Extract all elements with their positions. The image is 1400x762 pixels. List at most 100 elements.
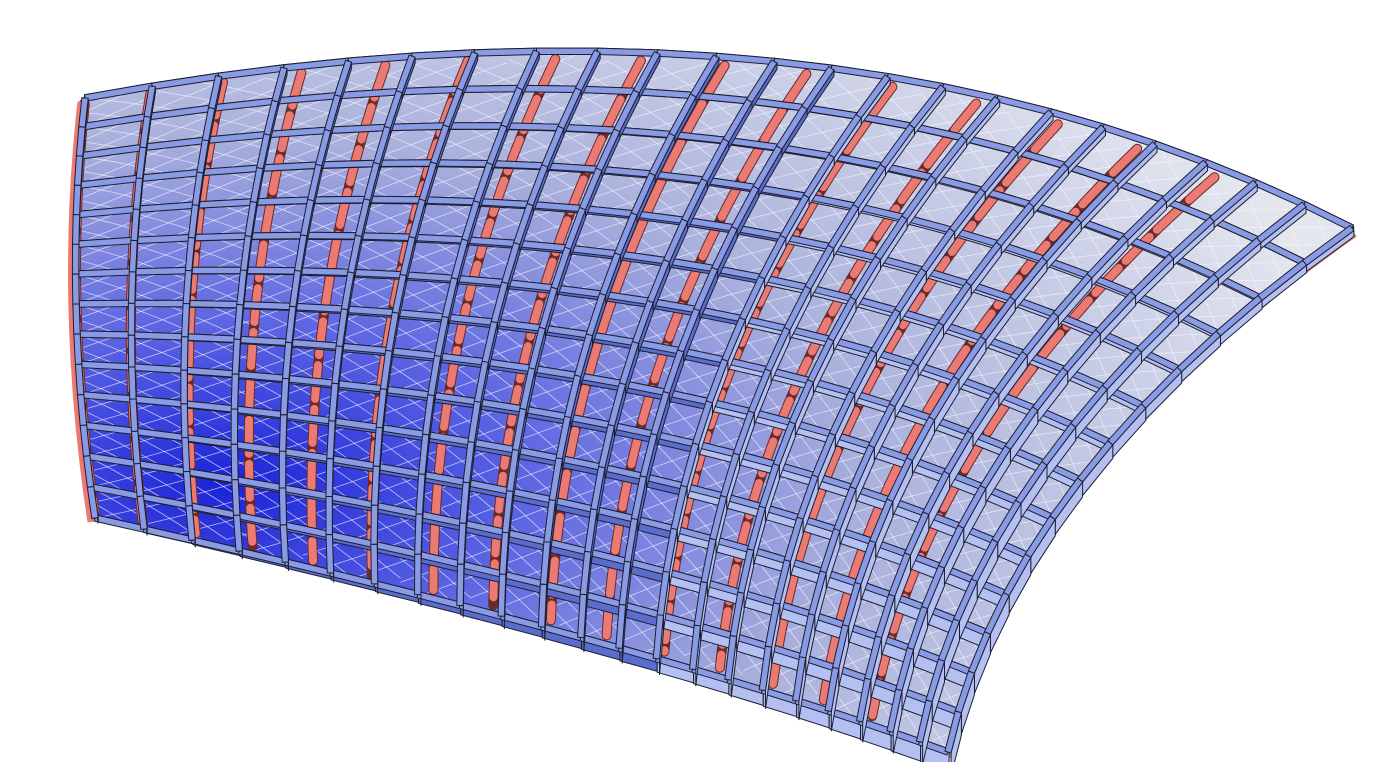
- member-top-face: [537, 583, 548, 628]
- lattice-member: [970, 538, 999, 600]
- lattice-member: [688, 624, 702, 687]
- member-top-face: [127, 334, 136, 368]
- member-top-face: [131, 266, 190, 276]
- lattice-member: [184, 333, 238, 344]
- member-top-face: [130, 331, 186, 341]
- member-top-face: [297, 267, 352, 277]
- lattice-member: [376, 159, 435, 168]
- lattice-member: [544, 162, 600, 175]
- lattice-member: [1168, 216, 1215, 268]
- lattice-member: [952, 335, 987, 393]
- lattice-member: [1255, 201, 1307, 250]
- member-top-face: [279, 377, 290, 416]
- lattice-member: [726, 676, 764, 707]
- member-top-face: [1302, 200, 1355, 232]
- glazing-mullion: [1206, 176, 1261, 299]
- glazing-mullion: [86, 455, 228, 540]
- member-top-face: [326, 420, 336, 460]
- lattice-member: [497, 573, 507, 630]
- lattice-member: [1112, 140, 1158, 192]
- member-top-face: [325, 496, 333, 536]
- member-top-face: [303, 231, 359, 240]
- member-top-face: [185, 299, 241, 309]
- glazing-mullion: [76, 70, 802, 320]
- member-top-face: [944, 710, 963, 754]
- lattice-member: [366, 195, 423, 205]
- member-top-face: [190, 232, 249, 242]
- lattice-member: [325, 533, 335, 583]
- glazing-mullion: [77, 65, 372, 186]
- lattice-member: [652, 614, 665, 675]
- lattice-member: [539, 541, 551, 598]
- member-top-face: [824, 666, 840, 713]
- lattice-member: [775, 105, 808, 158]
- lattice-member: [74, 363, 85, 401]
- member-top-face: [72, 303, 81, 335]
- lattice-member: [415, 473, 426, 525]
- lattice-member: [76, 330, 132, 339]
- lattice-member: [772, 420, 796, 480]
- lattice-member: [599, 252, 622, 305]
- lattice-member: [456, 522, 467, 577]
- member-top-face: [71, 214, 81, 245]
- lattice-member: [855, 74, 891, 126]
- glazing-mullion: [83, 95, 122, 113]
- member-top-face: [370, 543, 379, 585]
- member-top-face: [445, 122, 505, 130]
- lattice-member: [607, 382, 627, 438]
- lattice-member: [328, 382, 339, 430]
- lattice-member: [239, 300, 294, 312]
- member-top-face: [577, 593, 588, 639]
- lattice-member: [1009, 256, 1048, 312]
- member-top-face: [503, 122, 562, 132]
- member-top-face: [180, 403, 189, 439]
- lattice-member: [414, 553, 422, 606]
- lattice-member: [131, 266, 190, 276]
- lattice-member: [1021, 311, 1060, 368]
- lattice-member: [729, 591, 745, 654]
- member-top-face: [366, 195, 423, 204]
- lattice-member: [874, 215, 908, 271]
- lattice-member: [1069, 384, 1108, 441]
- glazing-mullion: [75, 303, 582, 638]
- member-top-face: [279, 524, 290, 563]
- member-top-face: [278, 414, 288, 452]
- member-top-face: [376, 159, 435, 168]
- lattice-member: [185, 504, 196, 548]
- member-top-face: [278, 450, 287, 489]
- lattice-member: [738, 275, 766, 331]
- member-top-face: [915, 699, 933, 744]
- member-top-face: [596, 47, 658, 57]
- member-top-face: [129, 398, 139, 433]
- lattice-member: [886, 688, 903, 754]
- member-top-face: [318, 159, 378, 169]
- member-top-face: [724, 635, 738, 681]
- lattice-member: [247, 231, 305, 241]
- lattice-member: [474, 47, 538, 57]
- lattice-member: [668, 93, 697, 143]
- member-top-face: [75, 299, 133, 308]
- member-top-face: [414, 513, 423, 555]
- lattice-member: [506, 448, 520, 503]
- lattice-member: [456, 563, 465, 618]
- lattice-member: [303, 231, 359, 241]
- member-top-face: [232, 514, 243, 552]
- member-top-face: [519, 84, 579, 94]
- lattice-member: [1024, 515, 1056, 576]
- member-top-face: [370, 465, 381, 506]
- glazing-mullion: [83, 424, 304, 560]
- lattice-member: [445, 122, 505, 130]
- lattice-member: [130, 430, 141, 471]
- lattice-member: [136, 495, 148, 536]
- lattice-member: [798, 613, 816, 677]
- member-top-face: [180, 336, 189, 371]
- member-top-face: [456, 563, 465, 607]
- lattice-member: [701, 138, 730, 190]
- lattice-member: [500, 86, 524, 134]
- lattice-member: [433, 159, 491, 169]
- lattice-member: [1062, 124, 1107, 176]
- lattice-member: [244, 200, 258, 244]
- member-top-face: [497, 573, 507, 617]
- lattice-member: [130, 208, 141, 248]
